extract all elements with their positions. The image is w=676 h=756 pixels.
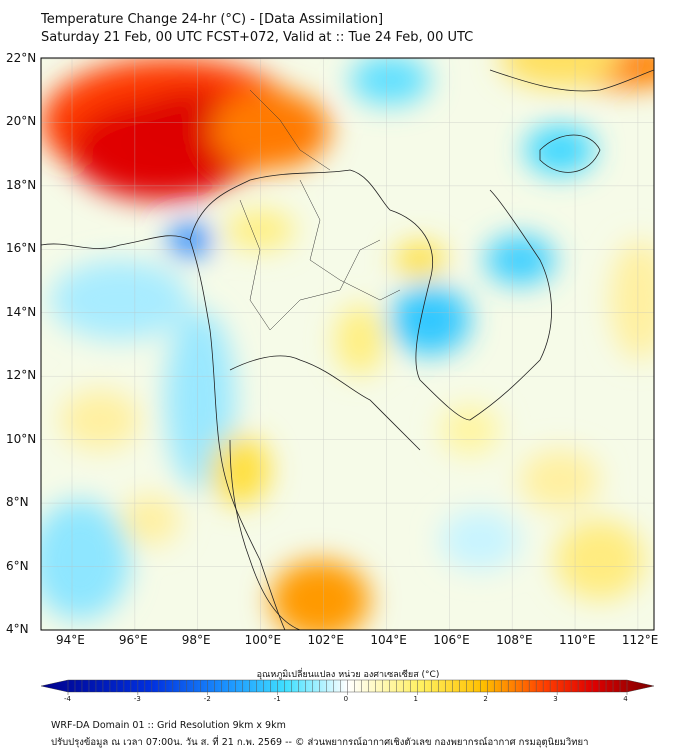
- footer-model-info: WRF-DA Domain 01 :: Grid Resolution 9km …: [51, 720, 286, 731]
- colorbar-tick-label: 1: [413, 695, 418, 703]
- field-anomaly-patch: [50, 260, 190, 340]
- borders: [239, 89, 401, 331]
- field-anomaly-patch: [485, 235, 555, 285]
- lon-label: 112°E: [621, 633, 659, 647]
- field-anomaly-patch: [335, 305, 385, 375]
- lon-label: 94°E: [56, 633, 85, 647]
- lat-label: 22°N: [6, 51, 37, 65]
- colorbar-tick-label: 0: [343, 695, 349, 703]
- lat-label: 18°N: [6, 177, 37, 192]
- field-anomaly-patch: [440, 405, 500, 455]
- field-anomaly-patch: [555, 520, 645, 600]
- lat-label: 20°N: [6, 114, 37, 129]
- chart-title: Temperature Change 24-hr (°C) - [Data As…: [41, 12, 384, 27]
- lon-label: 102°E: [307, 633, 345, 647]
- lon-label: 96°E: [118, 633, 148, 647]
- colorbar: [40, 679, 655, 695]
- field-anomaly-patch: [440, 510, 520, 570]
- lat-label: 6°N: [6, 558, 29, 573]
- colorbar-tick-label: 4: [623, 695, 628, 703]
- field-layer: [41, 58, 654, 630]
- lon-label: 104°E: [370, 633, 407, 647]
- colorbar-tick-label: 3: [553, 695, 558, 703]
- lat-label: 12°N: [6, 368, 37, 383]
- chart-subtitle: Saturday 21 Feb, 00 UTC FCST+072, Valid …: [41, 30, 474, 45]
- field-anomaly-patch: [120, 495, 180, 545]
- lon-label: 100°E: [244, 633, 282, 647]
- colorbar-tick-label: -1: [273, 695, 281, 703]
- colorbar-tick-label: -2: [203, 695, 211, 703]
- field-anomaly-patch: [270, 560, 370, 630]
- lon-label: 98°E: [181, 633, 211, 647]
- field-anomaly-patch: [520, 450, 600, 510]
- footer-update-info: ปรับปรุงข้อมูล ณ เวลา 07:00น. วัน ส. ที่…: [51, 737, 589, 748]
- field-anomaly-patch: [350, 58, 430, 105]
- lon-label: 110°E: [559, 633, 596, 647]
- field-anomaly-patch: [210, 435, 270, 505]
- lon-label: 108°E: [496, 633, 533, 647]
- lat-label: 14°N: [6, 304, 37, 319]
- field-anomaly-patch: [525, 125, 595, 175]
- field-anomaly-patch: [395, 242, 445, 278]
- field-anomaly-patch: [390, 285, 470, 355]
- field-anomaly-patch: [165, 310, 235, 490]
- lat-label: 16°N: [6, 241, 37, 256]
- field-anomaly-patch: [610, 240, 654, 360]
- field-anomaly-patch: [60, 390, 140, 450]
- lon-label: 106°E: [433, 633, 470, 647]
- colorbar-tick-label: -4: [64, 695, 71, 703]
- colorbar-tick-label: -3: [133, 695, 141, 703]
- field-anomaly-patch: [41, 500, 130, 620]
- colorbar-title: อุณหภูมิเปลี่ยนแปลง หน่วย องศาเซลเซียส (…: [256, 670, 440, 680]
- field-anomaly-patch: [500, 58, 620, 88]
- field-anomaly-patch: [225, 210, 295, 250]
- colorbar-tick-label: 2: [483, 695, 488, 703]
- coastlines: [41, 69, 654, 630]
- lat-label: 8°N: [6, 495, 29, 510]
- lat-label: 4°N: [6, 621, 29, 636]
- lat-label: 10°N: [6, 431, 37, 446]
